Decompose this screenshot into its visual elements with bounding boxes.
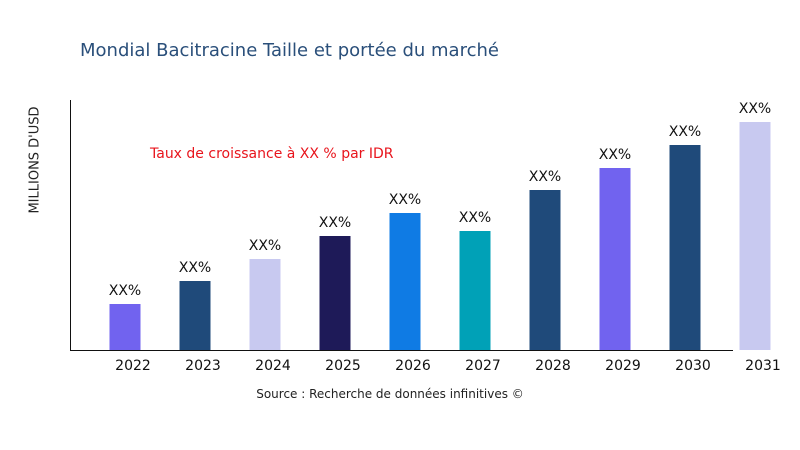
- bar-2028: [529, 190, 561, 350]
- chart-title: Mondial Bacitracine Taille et portée du …: [80, 40, 499, 61]
- bar-2024: [249, 259, 281, 350]
- data-label-2025: XX%: [319, 215, 351, 231]
- data-label-2022: XX%: [109, 283, 141, 299]
- data-label-2026: XX%: [389, 192, 421, 208]
- data-label-2031: XX%: [739, 101, 771, 117]
- bar-2025: [319, 236, 351, 350]
- x-tick-label-2025: 2025: [325, 358, 361, 374]
- data-label-2023: XX%: [179, 260, 211, 276]
- x-tick-label-2029: 2029: [605, 358, 641, 374]
- bar-2027: [459, 231, 491, 350]
- bar-2023: [179, 281, 211, 350]
- data-label-2029: XX%: [599, 147, 631, 163]
- x-tick-label-2023: 2023: [185, 358, 221, 374]
- x-tick-label-2028: 2028: [535, 358, 571, 374]
- bar-2022: [109, 304, 141, 350]
- x-tick-label-2026: 2026: [395, 358, 431, 374]
- bar-2030: [669, 145, 701, 350]
- data-label-2027: XX%: [459, 210, 491, 226]
- x-tick-label-2027: 2027: [465, 358, 501, 374]
- x-tick-label-2031: 2031: [745, 358, 781, 374]
- source-note: Source : Recherche de données infinitive…: [256, 387, 524, 401]
- bar-2026: [389, 213, 421, 350]
- growth-annotation: Taux de croissance à XX % par IDR: [150, 146, 394, 162]
- x-tick-label-2022: 2022: [115, 358, 151, 374]
- bar-2029: [599, 168, 631, 350]
- data-label-2030: XX%: [669, 124, 701, 140]
- data-label-2028: XX%: [529, 169, 561, 185]
- data-label-2024: XX%: [249, 238, 281, 254]
- bar-2031: [739, 122, 771, 350]
- x-tick-label-2024: 2024: [255, 358, 291, 374]
- x-tick-label-2030: 2030: [675, 358, 711, 374]
